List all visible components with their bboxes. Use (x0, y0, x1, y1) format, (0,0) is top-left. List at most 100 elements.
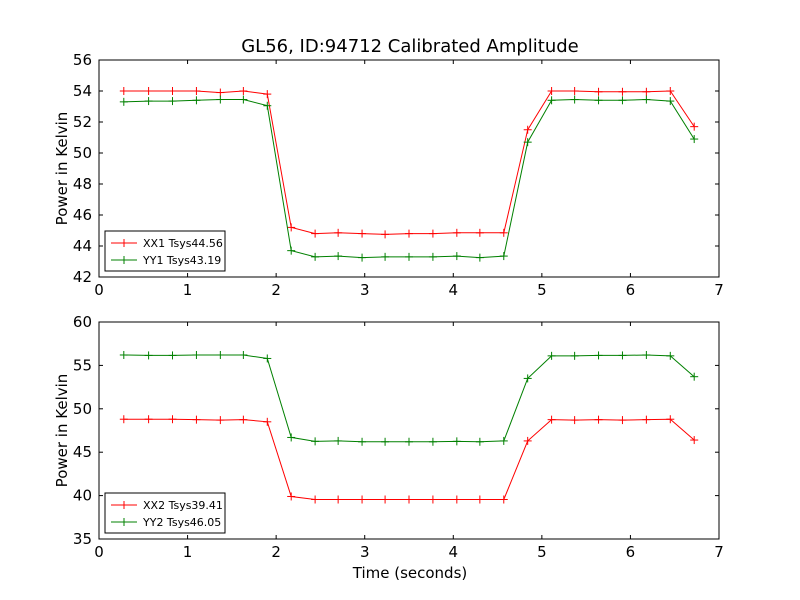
x-tick-label: 5 (537, 543, 547, 561)
x-tick-label: 7 (714, 281, 724, 299)
data-point (216, 88, 225, 97)
data-point (239, 350, 248, 359)
data-point (311, 495, 320, 504)
y-tick-label: 35 (73, 530, 92, 548)
data-point (405, 495, 413, 504)
data-point (642, 95, 651, 104)
data-point (547, 351, 556, 360)
data-point (239, 95, 248, 104)
x-tick-label: 4 (449, 281, 459, 299)
data-point (287, 433, 296, 442)
data-point (334, 436, 343, 445)
data-point (452, 495, 461, 504)
data-point (475, 228, 484, 237)
x-tick-label: 6 (626, 281, 636, 299)
data-point (358, 253, 367, 262)
data-point (119, 415, 128, 424)
data-point (428, 229, 437, 238)
data-point (192, 96, 201, 105)
data-point (666, 87, 675, 95)
data-point (499, 495, 508, 504)
y-tick-label: 50 (73, 400, 92, 418)
data-point (666, 97, 675, 106)
data-point (547, 96, 556, 105)
x-tick-label: 4 (449, 543, 459, 561)
x-tick-label: 3 (360, 543, 370, 561)
data-point (334, 228, 343, 237)
data-point (381, 252, 390, 261)
y-tick-label: 55 (73, 356, 92, 374)
x-tick-label: 0 (94, 281, 104, 299)
data-point (144, 87, 153, 95)
data-point (642, 87, 651, 96)
data-point (119, 87, 128, 95)
data-point (311, 252, 320, 261)
data-point (594, 96, 603, 105)
data-point (452, 228, 461, 237)
data-point (570, 351, 579, 360)
legend-label: YY1 Tsys43.19 (142, 254, 221, 267)
legend-label: XX1 Tsys44.56 (143, 237, 223, 250)
x-tick-label: 6 (626, 543, 636, 561)
data-point (690, 436, 699, 445)
data-point (499, 252, 508, 261)
data-point (405, 229, 413, 238)
data-point (192, 87, 201, 95)
x-tick-label: 2 (271, 281, 281, 299)
data-point (216, 350, 225, 359)
data-point (216, 416, 225, 425)
data-point (475, 437, 484, 446)
data-point (263, 417, 272, 426)
data-point (452, 437, 461, 446)
y-tick-label: 50 (73, 144, 92, 162)
y-tick-label: 56 (73, 51, 92, 69)
data-point (381, 437, 390, 446)
x-tick-label: 5 (537, 281, 547, 299)
data-point (499, 436, 508, 445)
data-point (144, 351, 153, 360)
legend-label: YY2 Tsys46.05 (142, 516, 221, 529)
data-point (405, 437, 413, 446)
data-point (263, 90, 272, 99)
data-point (168, 351, 177, 360)
data-point (618, 416, 627, 425)
data-point (263, 101, 272, 110)
data-point (381, 495, 390, 504)
data-point (690, 122, 699, 131)
data-point (119, 350, 128, 359)
y-tick-label: 45 (73, 443, 92, 461)
data-point (239, 87, 248, 95)
y-tick-label: 54 (73, 82, 92, 100)
x-tick-label: 2 (271, 543, 281, 561)
data-point (594, 87, 603, 96)
data-point (168, 97, 177, 106)
data-point (144, 97, 153, 106)
data-point (642, 350, 651, 359)
data-point (547, 415, 556, 424)
data-point (690, 372, 699, 381)
data-point (334, 252, 343, 261)
chart-title: GL56, ID:94712 Calibrated Amplitude (241, 36, 579, 57)
data-point (618, 87, 627, 96)
data-point (358, 495, 367, 504)
data-point (144, 415, 153, 424)
y-tick-label: 40 (73, 487, 92, 505)
data-point (570, 416, 579, 425)
data-point (334, 495, 343, 504)
data-point (287, 246, 296, 255)
data-point (216, 95, 225, 104)
data-point (168, 415, 177, 424)
data-point (594, 351, 603, 360)
data-point (499, 228, 508, 237)
y-axis-label: Power in Kelvin (53, 374, 71, 488)
x-axis-label: Time (seconds) (352, 564, 468, 582)
x-tick-label: 1 (183, 543, 193, 561)
data-point (428, 495, 437, 504)
y-axis-label: Power in Kelvin (53, 112, 71, 226)
legend-box (104, 230, 226, 272)
legend-box (104, 492, 226, 534)
data-point (547, 87, 556, 95)
data-point (452, 252, 461, 261)
